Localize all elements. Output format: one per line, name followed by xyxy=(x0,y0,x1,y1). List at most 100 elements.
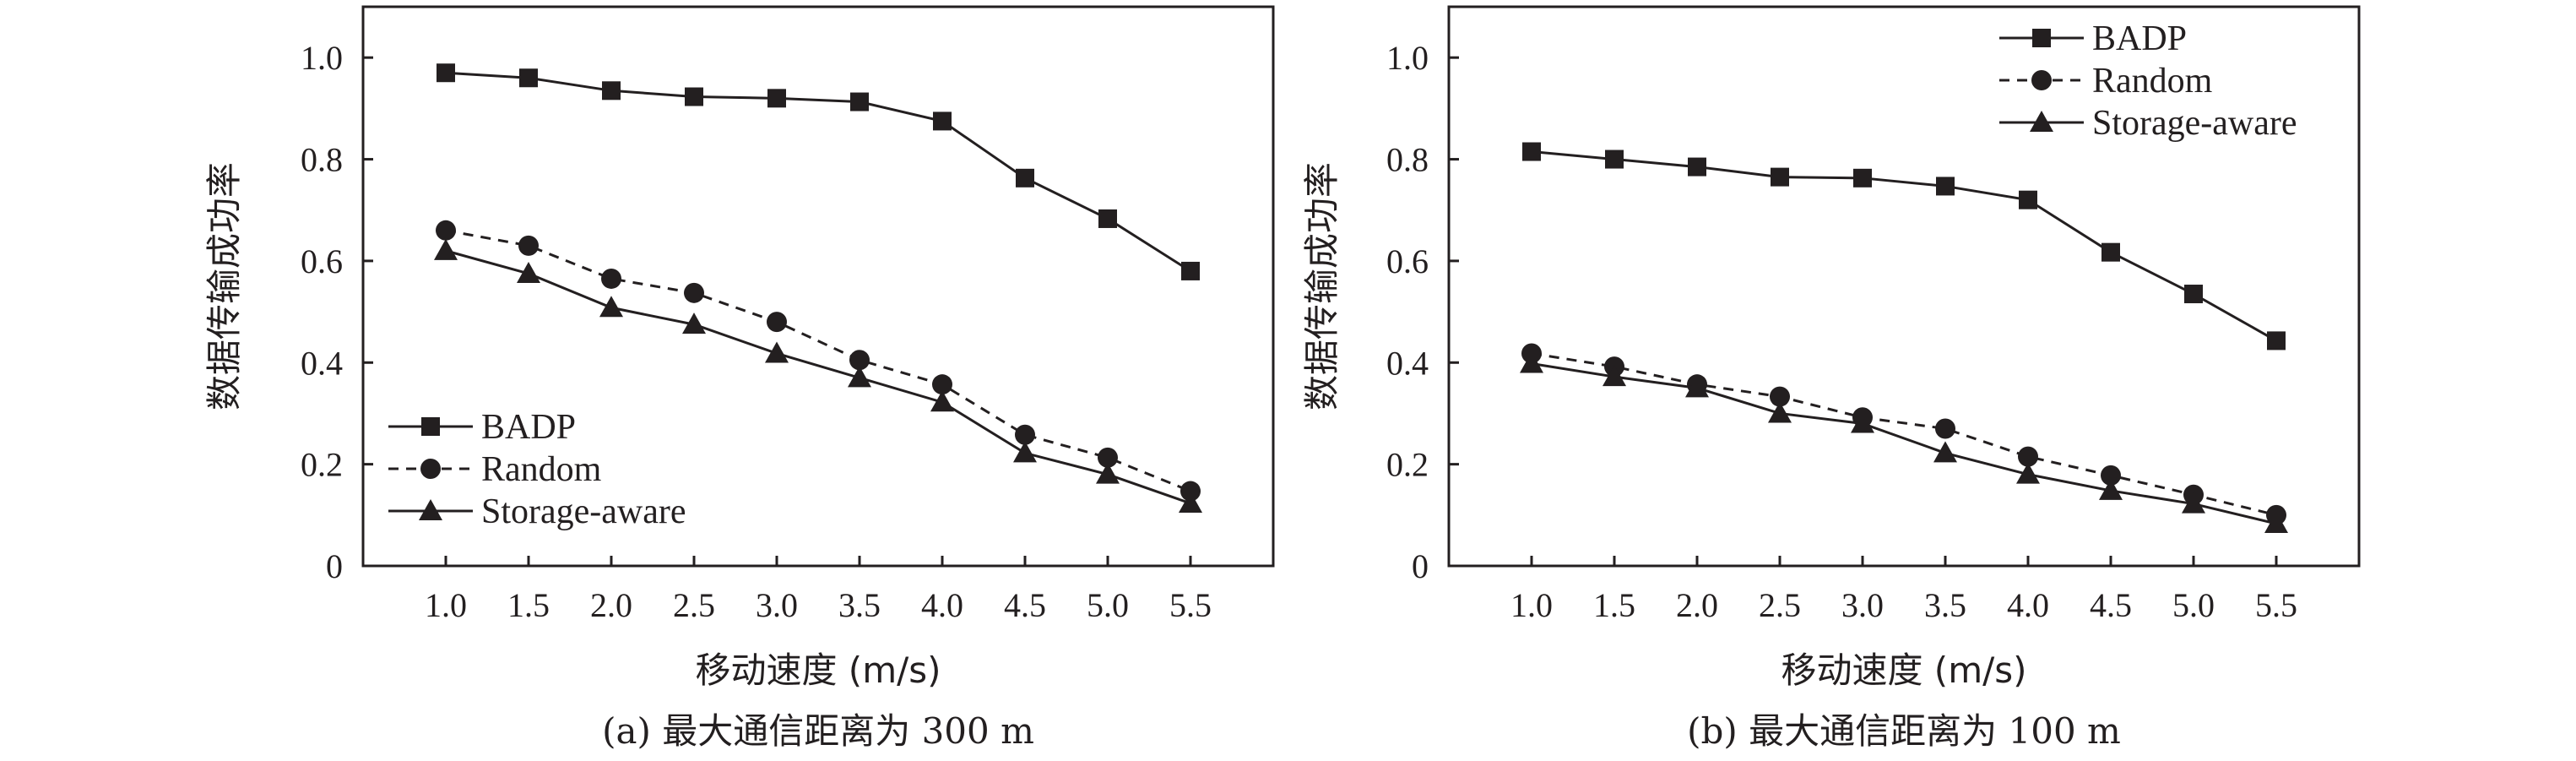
x-tick-label: 3.5 xyxy=(838,586,881,624)
x-tick-label: 1.5 xyxy=(507,586,550,624)
data-point-storage-aware xyxy=(1933,441,1957,463)
plot-frame-a xyxy=(361,5,1275,568)
data-point-random xyxy=(518,235,539,256)
data-point-storage-aware xyxy=(1096,462,1120,484)
series-group-b xyxy=(1520,142,2288,534)
data-point-storage-aware xyxy=(2016,462,2040,484)
data-point-badp xyxy=(1522,142,1541,161)
x-tick-label: 1.0 xyxy=(425,586,467,624)
data-point-storage-aware xyxy=(517,261,540,283)
data-point-storage-aware xyxy=(434,238,458,260)
x-tick-label: 4.0 xyxy=(2007,586,2049,624)
data-point-storage-aware xyxy=(848,366,871,388)
data-point-badp xyxy=(933,111,952,131)
data-point-random xyxy=(1015,424,1035,445)
legend-marker-storage-aware xyxy=(419,499,442,520)
series-line-random xyxy=(1531,351,2277,517)
x-tick-label: 5.0 xyxy=(2172,586,2215,624)
legend-marker-storage-aware xyxy=(2030,111,2053,132)
data-point-storage-aware xyxy=(599,296,623,318)
data-point-storage-aware xyxy=(2182,492,2205,514)
legend-label-badp: BADP xyxy=(481,408,576,447)
data-point-badp xyxy=(1771,167,1789,187)
data-point-badp xyxy=(2019,190,2037,209)
data-point-storage-aware xyxy=(1851,411,1874,433)
data-point-storage-aware xyxy=(1685,376,1709,398)
data-point-random xyxy=(601,268,621,289)
caption-b: (b) 最大通信距离为 100 m xyxy=(1687,710,2121,752)
x-tick-label: 2.5 xyxy=(1759,586,1801,624)
y-tick-label: 0.8 xyxy=(1386,141,1429,179)
data-point-random xyxy=(684,282,704,303)
data-point-badp xyxy=(2184,285,2203,304)
x-tick-label: 1.5 xyxy=(1593,586,1635,624)
x-tick-label: 3.5 xyxy=(1924,586,1966,624)
y-axis-ticks-a: 0 0.2 0.4 0.6 0.8 1.0 xyxy=(301,39,373,585)
chart-panel-b: 0 0.2 0.4 0.6 0.8 1.0 1.0 1.5 2.0 2.5 3.0 3.5 4.0 4.… xyxy=(1301,5,2361,752)
data-point-storage-aware xyxy=(1179,491,1202,513)
data-point-storage-aware xyxy=(930,390,954,412)
data-point-badp xyxy=(1688,157,1706,177)
data-point-badp xyxy=(519,68,538,88)
x-tick-label: 4.5 xyxy=(1004,586,1046,624)
series-line-random xyxy=(445,229,1191,492)
series-line-storage-aware xyxy=(1531,361,2277,525)
x-tick-label: 1.0 xyxy=(1510,586,1553,624)
y-axis-label-b: 数据传输成功率 xyxy=(1301,162,1342,410)
data-point-badp xyxy=(1016,168,1034,188)
legend-label-random: Random xyxy=(2092,62,2213,101)
data-point-storage-aware xyxy=(2264,512,2288,534)
data-point-badp xyxy=(437,63,455,83)
y-tick-label: 0.8 xyxy=(301,141,343,179)
y-axis-ticks-b: 0 0.2 0.4 0.6 0.8 1.0 xyxy=(1386,39,1459,585)
series-line-badp xyxy=(1531,150,2277,342)
data-point-random xyxy=(932,374,952,395)
y-tick-label: 0 xyxy=(1412,547,1429,585)
data-point-random xyxy=(436,220,456,241)
legend-label-random: Random xyxy=(481,450,602,489)
series-line-badp xyxy=(445,71,1191,273)
legend-marker-random xyxy=(420,459,441,479)
data-point-random xyxy=(767,312,787,333)
data-point-storage-aware xyxy=(1520,351,1543,373)
data-point-storage-aware xyxy=(1603,365,1626,387)
y-axis-label-a: 数据传输成功率 xyxy=(203,162,245,410)
x-tick-label: 3.0 xyxy=(1841,586,1884,624)
data-point-badp xyxy=(1605,149,1624,169)
data-point-badp xyxy=(602,81,621,101)
y-tick-label: 0 xyxy=(326,547,343,585)
y-tick-label: 0.6 xyxy=(1386,242,1429,280)
x-tick-label: 5.0 xyxy=(1087,586,1129,624)
x-tick-label: 2.0 xyxy=(590,586,632,624)
plot-frame-b xyxy=(1447,5,2361,568)
x-tick-label: 5.5 xyxy=(2255,586,2297,624)
y-tick-label: 0.4 xyxy=(1386,344,1429,382)
x-tick-label: 2.0 xyxy=(1676,586,1718,624)
x-tick-label: 4.0 xyxy=(921,586,963,624)
legend-label-badp: BADP xyxy=(2092,19,2187,58)
x-tick-label: 3.0 xyxy=(756,586,798,624)
legend-label-storage-aware: Storage-aware xyxy=(481,492,686,531)
legend-marker-badp xyxy=(2032,29,2051,47)
y-tick-label: 0.2 xyxy=(301,446,343,484)
y-tick-label: 1.0 xyxy=(1386,39,1429,77)
x-axis-label-a: 移动速度 (m/s) xyxy=(695,650,941,691)
data-point-badp xyxy=(685,87,703,106)
legend-label-storage-aware: Storage-aware xyxy=(2092,104,2297,143)
data-point-storage-aware xyxy=(2099,478,2123,500)
x-axis-ticks-b: 1.0 1.5 2.0 2.5 3.0 3.5 4.0 4.5 5.0 5.5 xyxy=(1510,556,2297,624)
legend-marker-random xyxy=(2031,70,2052,90)
caption-a: (a) 最大通信距离为 300 m xyxy=(602,710,1034,752)
data-point-storage-aware xyxy=(765,341,789,363)
x-tick-label: 2.5 xyxy=(673,586,715,624)
y-tick-label: 0.4 xyxy=(301,344,343,382)
x-axis-ticks-a: 1.0 1.5 2.0 2.5 3.0 3.5 4.0 4.5 5.0 5.5 xyxy=(425,556,1212,624)
data-point-badp xyxy=(1098,209,1117,228)
y-tick-label: 0.2 xyxy=(1386,446,1429,484)
y-tick-label: 1.0 xyxy=(301,39,343,77)
data-point-badp xyxy=(1181,261,1200,280)
legend-marker-badp xyxy=(421,417,440,436)
x-tick-label: 4.5 xyxy=(2090,586,2132,624)
